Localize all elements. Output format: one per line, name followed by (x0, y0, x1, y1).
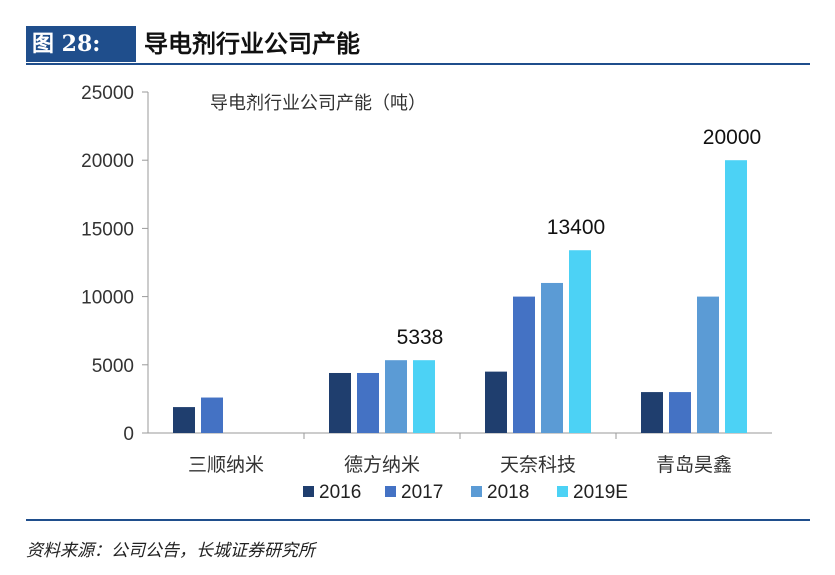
legend-label: 2016 (319, 482, 361, 503)
legend-label: 2019E (573, 482, 628, 503)
y-tick-label: 15000 (81, 219, 134, 240)
legend-swatch-2017 (385, 486, 396, 497)
legend-swatch-2016 (303, 486, 314, 497)
bar-2016 (485, 371, 507, 433)
category-label: 三顺纳米 (188, 454, 264, 476)
bar-2016 (641, 392, 663, 433)
figure-header: 图 28: 导电剂行业公司产能 (26, 26, 810, 64)
bar-2016 (329, 372, 351, 433)
legend-label: 2018 (487, 482, 529, 503)
category-label: 天奈科技 (500, 454, 576, 476)
figure-title: 导电剂行业公司产能 (144, 29, 360, 58)
category-label: 青岛昊鑫 (656, 454, 732, 476)
category-label: 德方纳米 (344, 454, 420, 476)
bottom-divider (26, 519, 810, 521)
figure-number: 图 28: (26, 26, 136, 62)
data-label: 5338 (397, 326, 444, 349)
bar-2017 (669, 392, 691, 433)
legend-swatch-2018 (471, 486, 482, 497)
bar-2019E (413, 360, 435, 433)
chart-title: 导电剂行业公司产能（吨） (210, 93, 426, 114)
data-label: 13400 (547, 216, 605, 239)
top-divider (26, 63, 810, 65)
bar-2018 (385, 360, 407, 433)
legend-swatch-2019E (557, 486, 568, 497)
legend-label: 2017 (401, 482, 443, 503)
bar-2018 (541, 282, 563, 433)
bar-2019E (725, 160, 747, 433)
source-note: 资料来源：公司公告，长城证券研究所 (26, 541, 315, 561)
bar-2017 (513, 296, 535, 433)
bar-2017 (357, 372, 379, 433)
y-tick-label: 10000 (81, 288, 134, 309)
bar-2019E (569, 250, 591, 433)
y-tick-label: 20000 (81, 151, 134, 172)
bar-2018 (697, 296, 719, 433)
y-tick-label: 0 (123, 424, 134, 445)
y-tick-label: 25000 (81, 83, 134, 104)
y-tick-label: 5000 (92, 356, 134, 377)
bar-2016 (173, 407, 195, 433)
bar-2017 (201, 397, 223, 433)
data-label: 20000 (703, 126, 761, 149)
